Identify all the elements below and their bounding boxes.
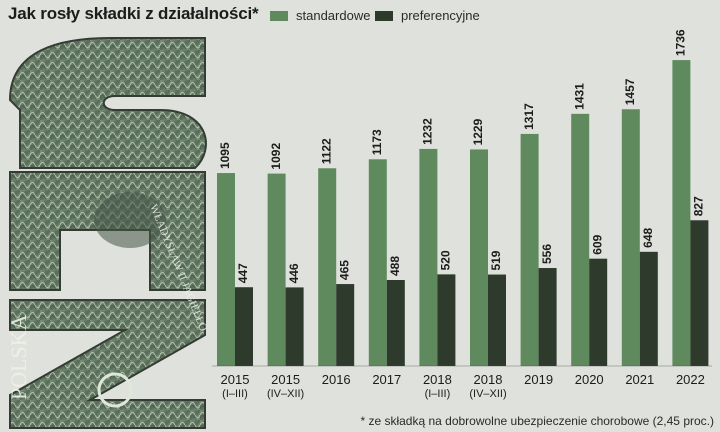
chart-title: Jak rosły składki z działalności*: [8, 4, 259, 23]
value-label-preferencyjne-8: 648: [641, 227, 655, 247]
bars-layer: [217, 60, 709, 366]
zus-letter-z: [9, 299, 206, 429]
value-label-standardowe-1: 1092: [269, 143, 283, 170]
x-tick-label-8-0: 2021: [625, 372, 654, 387]
value-label-standardowe-4: 1232: [421, 118, 435, 145]
value-label-preferencyjne-7: 609: [590, 234, 604, 254]
value-label-preferencyjne-5: 519: [489, 250, 503, 270]
bar-preferencyjne-4: [437, 274, 456, 366]
bar-standardowe-3: [368, 159, 387, 366]
legend-swatch-preferencyjne: [375, 10, 393, 21]
bar-preferencyjne-8: [639, 251, 658, 366]
value-label-standardowe-6: 1317: [522, 103, 536, 130]
x-tick-label-5-0: 2018: [474, 372, 503, 387]
x-tick-labels-layer: 2015(I–III)2015(IV–XII)2016 2017 2018(I–II…: [221, 372, 705, 400]
legend-label-preferencyjne: preferencyjne: [401, 8, 480, 23]
bar-preferencyjne-1: [285, 287, 304, 366]
zus-logo-decoration: [8, 37, 207, 429]
zus-letter-s: [8, 37, 207, 169]
value-label-preferencyjne-1: 446: [287, 263, 301, 283]
bar-standardowe-8: [621, 109, 640, 366]
x-tick-label-0-0: 2015: [221, 372, 250, 387]
bar-standardowe-7: [571, 113, 590, 366]
bar-standardowe-0: [217, 173, 235, 366]
bar-standardowe-4: [419, 148, 438, 366]
banknote-country: POLSKA: [6, 314, 31, 400]
value-labels-layer: 1095 447 1092 446 1122 465 1173 488 1232 520 1229 5…: [218, 29, 705, 283]
x-tick-label-1-1: (IV–XII): [267, 388, 304, 400]
value-label-preferencyjne-9: 827: [692, 196, 706, 216]
x-tick-label-6-0: 2019: [524, 372, 553, 387]
bar-preferencyjne-7: [589, 258, 608, 366]
value-label-preferencyjne-4: 520: [439, 250, 453, 270]
portrait-shape: [94, 192, 166, 248]
ornament-circle: [97, 372, 133, 408]
legend-label-standardowe: standardowe: [296, 8, 371, 23]
x-tick-label-4-1: (I–III): [425, 388, 451, 400]
bar-preferencyjne-3: [386, 280, 405, 366]
value-label-standardowe-2: 1122: [319, 138, 333, 164]
footnote: * ze składką na dobrowolne ubezpieczenie…: [360, 414, 714, 428]
bar-preferencyjne-2: [336, 284, 355, 366]
bar-standardowe-9: [672, 60, 691, 366]
value-label-standardowe-7: 1431: [572, 83, 586, 110]
x-tick-label-3-0: 2017: [372, 372, 401, 387]
value-label-standardowe-0: 1095: [218, 142, 232, 169]
value-label-preferencyjne-3: 488: [388, 256, 402, 276]
legend-swatch-standardowe: [270, 10, 288, 21]
bar-standardowe-6: [520, 133, 539, 366]
bar-preferencyjne-6: [538, 268, 557, 366]
bar-standardowe-2: [318, 168, 337, 366]
value-label-preferencyjne-2: 465: [337, 260, 351, 280]
x-tick-label-2-0: 2016: [322, 372, 351, 387]
x-tick-label-7-0: 2020: [575, 372, 604, 387]
value-label-standardowe-8: 1457: [623, 78, 637, 105]
bar-preferencyjne-9: [690, 220, 709, 366]
value-label-standardowe-9: 1736: [674, 29, 688, 56]
x-tick-label-5-1: (IV–XII): [469, 388, 506, 400]
value-label-preferencyjne-6: 556: [540, 244, 554, 264]
x-tick-label-4-0: 2018: [423, 372, 452, 387]
legend-item-standardowe: standardowe: [270, 8, 370, 23]
x-tick-label-9-0: 2022: [676, 372, 705, 387]
value-label-preferencyjne-0: 447: [236, 263, 250, 283]
bar-preferencyjne-5: [488, 274, 506, 366]
value-label-standardowe-5: 1229: [471, 118, 485, 145]
x-tick-label-1-0: 2015: [271, 372, 300, 387]
bar-standardowe-1: [267, 173, 286, 366]
bar-preferencyjne-0: [235, 287, 253, 366]
x-tick-label-0-1: (I–III): [222, 388, 248, 400]
legend-item-preferencyjne: preferencyjne: [375, 8, 480, 23]
value-label-standardowe-3: 1173: [370, 129, 384, 155]
bar-standardowe-5: [470, 149, 488, 366]
